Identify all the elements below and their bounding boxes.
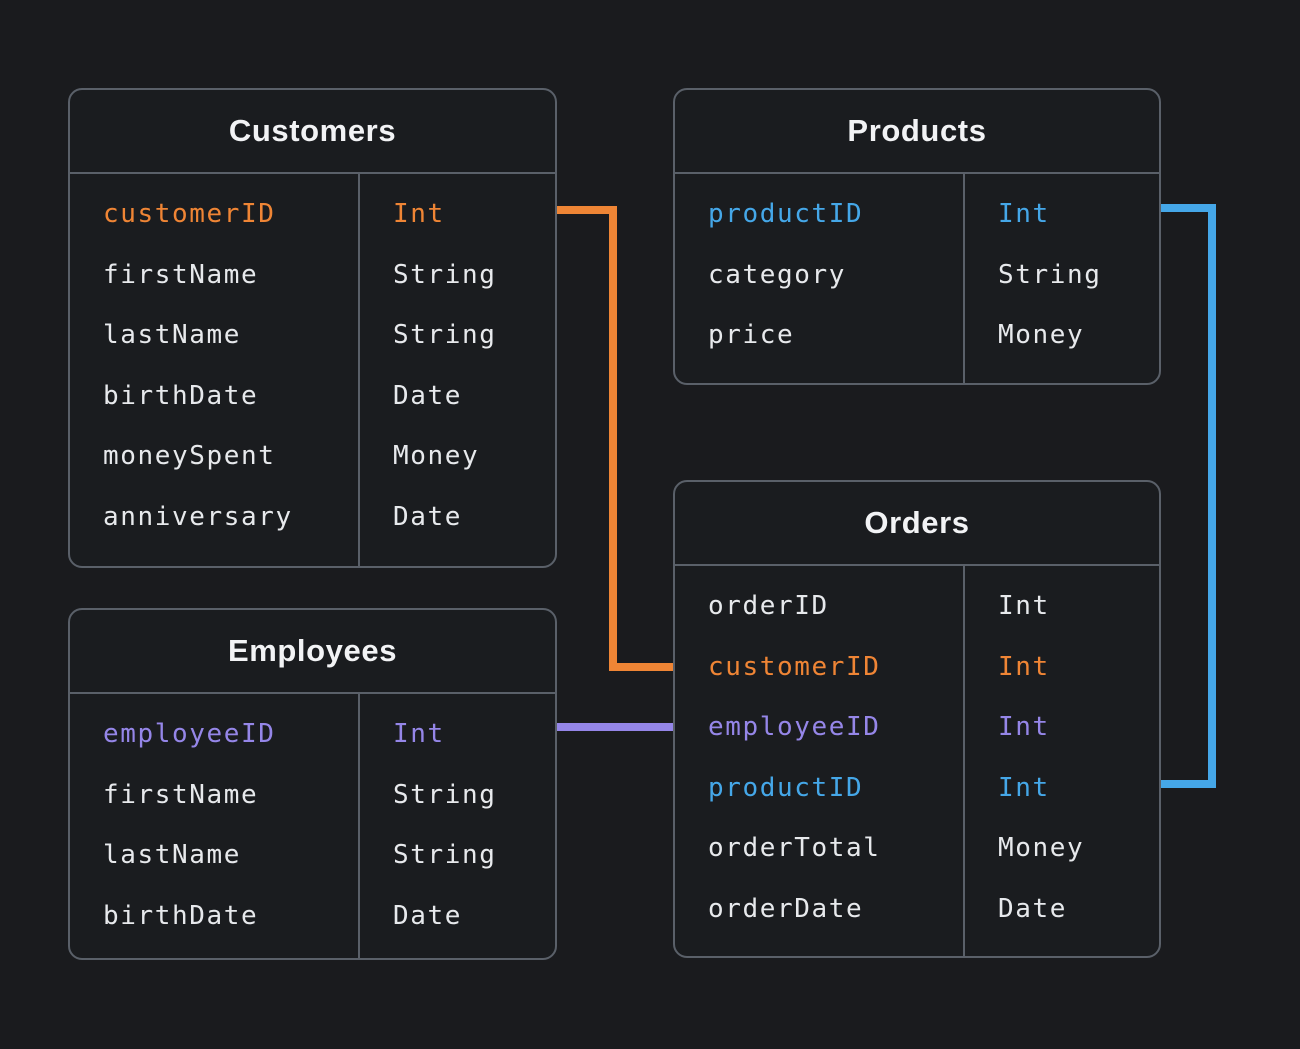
table-products-title: Products xyxy=(675,90,1159,174)
field-name: orderDate xyxy=(708,893,864,924)
table-products-fields: productID category price Int String Money xyxy=(675,174,1159,383)
field-name: lastName xyxy=(103,840,242,870)
field-type: Date xyxy=(393,380,463,411)
field-type: String xyxy=(998,259,1102,290)
field-type: Int xyxy=(998,591,1050,621)
field-name: orderTotal xyxy=(708,833,881,863)
field-type: String xyxy=(393,259,497,290)
field-name: employeeID xyxy=(708,712,881,742)
table-customers-title: Customers xyxy=(70,90,555,174)
field-name: customerID xyxy=(103,199,276,229)
field-name: productID xyxy=(708,199,864,229)
field-type-column: Int String Money xyxy=(965,174,1159,383)
field-type: String xyxy=(393,320,497,350)
table-orders-title: Orders xyxy=(675,482,1159,566)
field-name: orderID xyxy=(708,591,829,621)
field-name: birthDate xyxy=(103,380,259,411)
field-name: lastName xyxy=(103,320,242,350)
relationship-products-orders-line xyxy=(1160,204,1216,788)
relationship-customers-orders-line xyxy=(556,206,674,671)
field-type-column: Int String String Date xyxy=(360,694,555,958)
table-customers: Customers customerID firstName lastName bir… xyxy=(68,88,557,568)
field-name-column: productID category price xyxy=(675,174,965,383)
field-type: Money xyxy=(998,320,1085,350)
field-name: moneySpent xyxy=(103,441,276,471)
field-type: Int xyxy=(393,719,445,749)
field-type: Int xyxy=(393,199,445,229)
field-name: birthDate xyxy=(103,900,259,931)
field-name: firstName xyxy=(103,779,259,810)
field-type: Money xyxy=(998,833,1085,863)
field-type: Int xyxy=(998,712,1050,742)
field-type-column: Int String String Date Money Date xyxy=(360,174,555,566)
table-orders-fields: orderID customerID employeeID productID orde… xyxy=(675,566,1159,956)
field-name-column: employeeID firstName lastName birthDate xyxy=(70,694,360,958)
table-orders: Orders orderID customerID employeeID produc… xyxy=(673,480,1161,958)
field-name-column: orderID customerID employeeID productID orde… xyxy=(675,566,965,956)
field-name: price xyxy=(708,320,795,350)
field-type: Date xyxy=(393,501,463,532)
field-type: Date xyxy=(393,900,463,931)
field-name: productID xyxy=(708,772,864,803)
table-products: Products productID category price Int Strin… xyxy=(673,88,1161,385)
field-name-column: customerID firstName lastName birthDate mone… xyxy=(70,174,360,566)
field-type: String xyxy=(393,840,497,870)
field-type: Int xyxy=(998,651,1050,682)
field-type: Int xyxy=(998,772,1050,803)
field-name: category xyxy=(708,259,847,290)
table-customers-fields: customerID firstName lastName birthDate mone… xyxy=(70,174,555,566)
field-type-column: Int Int Int Int Money Date xyxy=(965,566,1159,956)
field-type: String xyxy=(393,779,497,810)
field-type: Money xyxy=(393,441,480,471)
field-name: anniversary xyxy=(103,501,293,532)
field-name: customerID xyxy=(708,651,881,682)
table-employees-fields: employeeID firstName lastName birthDate Int… xyxy=(70,694,555,958)
table-employees: Employees employeeID firstName lastName bir… xyxy=(68,608,557,960)
field-type: Int xyxy=(998,199,1050,229)
table-employees-title: Employees xyxy=(70,610,555,694)
field-name: firstName xyxy=(103,259,259,290)
field-name: employeeID xyxy=(103,719,276,749)
field-type: Date xyxy=(998,893,1068,924)
